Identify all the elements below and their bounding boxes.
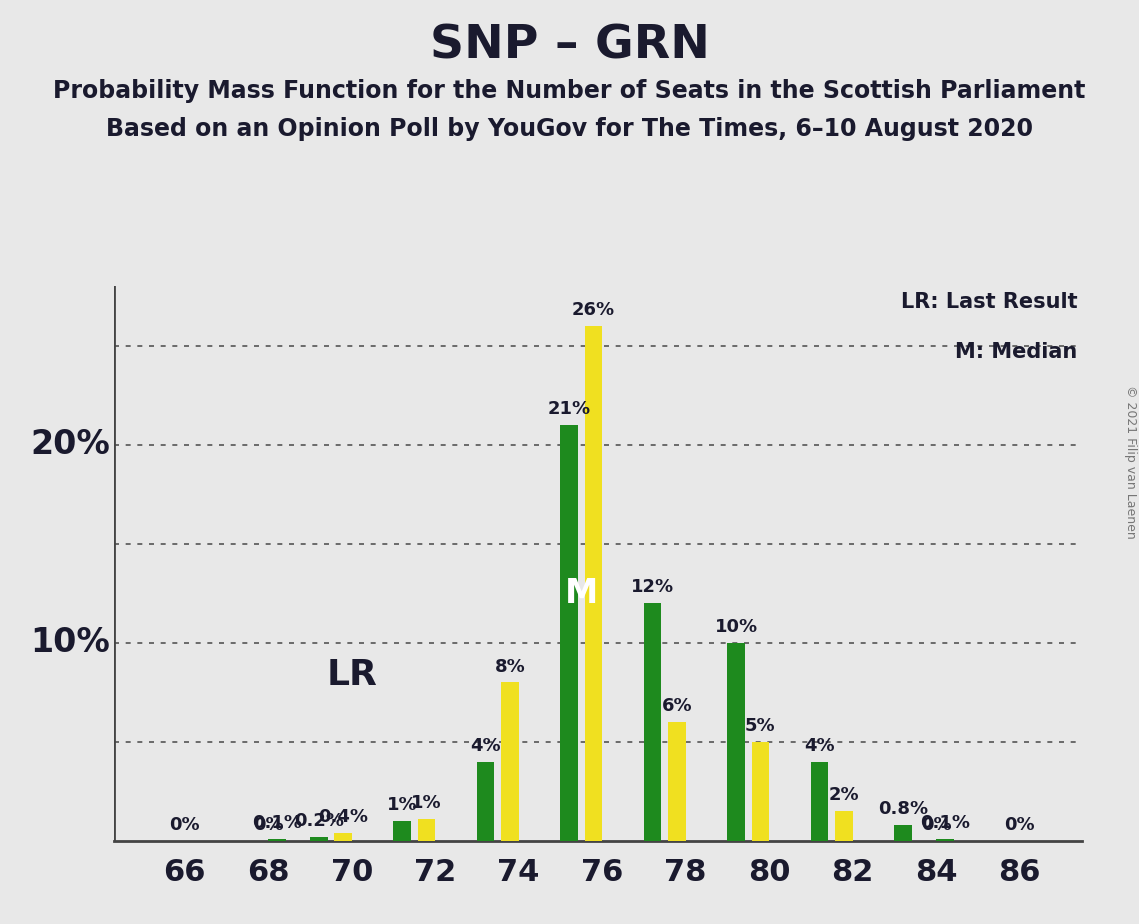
Bar: [584, 326, 603, 841]
Text: LR: Last Result: LR: Last Result: [901, 292, 1077, 312]
Text: 10%: 10%: [714, 618, 757, 636]
Bar: [269, 839, 286, 841]
Bar: [811, 761, 828, 841]
Text: 0%: 0%: [920, 816, 951, 833]
Bar: [501, 683, 518, 841]
Bar: [752, 742, 769, 841]
Bar: [894, 825, 912, 841]
Text: © 2021 Filip van Laenen: © 2021 Filip van Laenen: [1124, 385, 1137, 539]
Text: 20%: 20%: [30, 429, 109, 461]
Bar: [334, 833, 352, 841]
Text: 4%: 4%: [470, 736, 501, 755]
Text: 0%: 0%: [253, 816, 284, 833]
Text: 1%: 1%: [387, 796, 418, 814]
Text: M: Median: M: Median: [954, 342, 1077, 362]
Text: Based on an Opinion Poll by YouGov for The Times, 6–10 August 2020: Based on an Opinion Poll by YouGov for T…: [106, 117, 1033, 141]
Text: 0.1%: 0.1%: [920, 814, 969, 832]
Bar: [936, 839, 953, 841]
Text: 26%: 26%: [572, 301, 615, 319]
Text: 21%: 21%: [548, 400, 591, 418]
Text: 2%: 2%: [828, 786, 859, 804]
Text: 12%: 12%: [631, 578, 674, 596]
Text: Probability Mass Function for the Number of Seats in the Scottish Parliament: Probability Mass Function for the Number…: [54, 79, 1085, 103]
Text: 6%: 6%: [662, 697, 693, 715]
Text: 0.8%: 0.8%: [878, 800, 928, 818]
Text: 0.2%: 0.2%: [294, 812, 344, 830]
Bar: [560, 425, 577, 841]
Text: 0.1%: 0.1%: [252, 814, 302, 832]
Text: M: M: [565, 577, 598, 610]
Bar: [728, 643, 745, 841]
Bar: [477, 761, 494, 841]
Text: 5%: 5%: [745, 717, 776, 735]
Bar: [669, 722, 686, 841]
Bar: [644, 603, 662, 841]
Text: 4%: 4%: [804, 736, 835, 755]
Text: 0%: 0%: [1005, 816, 1034, 833]
Bar: [393, 821, 411, 841]
Text: LR: LR: [327, 658, 377, 692]
Bar: [835, 811, 852, 841]
Text: 1%: 1%: [411, 794, 442, 812]
Text: 0%: 0%: [170, 816, 200, 833]
Bar: [310, 837, 328, 841]
Text: 8%: 8%: [494, 658, 525, 675]
Text: 10%: 10%: [30, 626, 109, 660]
Text: 0.4%: 0.4%: [318, 808, 368, 826]
Bar: [418, 819, 435, 841]
Text: SNP – GRN: SNP – GRN: [429, 23, 710, 68]
